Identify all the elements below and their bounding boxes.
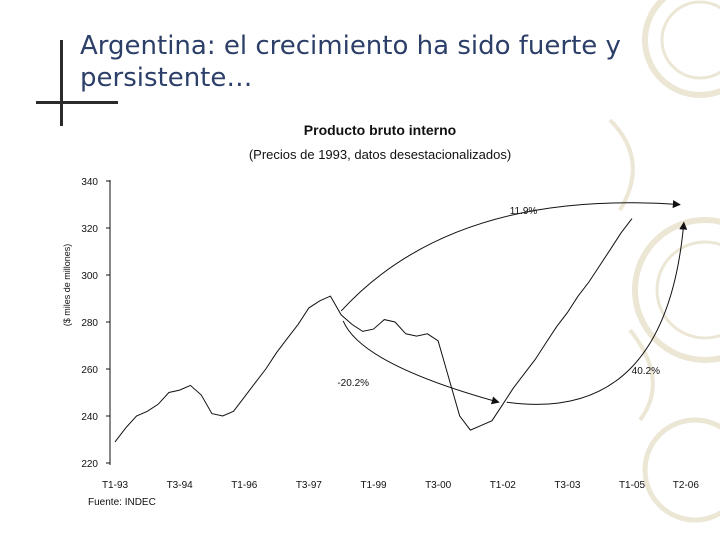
y-axis-label: ($ miles de millones) xyxy=(62,244,72,327)
slide-title: Argentina: el crecimiento ha sido fuerte… xyxy=(80,31,621,93)
series-line xyxy=(114,218,633,443)
x-tick-label: T1-02 xyxy=(490,480,517,491)
x-tick-label: T1-05 xyxy=(619,480,646,491)
chart-subtitle: (Precios de 1993, datos desestacionaliza… xyxy=(248,147,512,162)
x-tick-label: T3-97 xyxy=(296,480,323,491)
x-tick-label: T3-00 xyxy=(425,480,452,491)
title-accent-horizontal xyxy=(36,101,118,104)
y-axis-ticks: 220 240 260 280 300 320 340 xyxy=(81,177,110,470)
x-tick-label: T1-96 xyxy=(231,480,258,491)
y-tick-label: 220 xyxy=(81,459,98,470)
x-tick-label: T3-03 xyxy=(554,480,581,491)
y-tick-label: 340 xyxy=(81,177,98,188)
title-accent-vertical xyxy=(60,40,63,126)
y-tick-label: 320 xyxy=(81,224,98,235)
x-axis-ticks: T1-93 T3-94 T1-96 T3-97 T1-99 T3-00 T1-02 T3-03… xyxy=(102,480,699,491)
arrow-peak-to-trough xyxy=(342,320,500,405)
annotation-label-trough-to-end: 40.2% xyxy=(632,366,660,377)
annotation-label-peak-to-trough: -20.2% xyxy=(337,378,369,389)
y-tick-label: 280 xyxy=(81,318,98,329)
x-tick-label: T3-94 xyxy=(167,480,194,491)
y-tick-label: 300 xyxy=(81,271,98,282)
x-tick-label: T1-93 xyxy=(102,480,129,491)
x-tick-label: T2-06 xyxy=(673,480,700,491)
arrow-peak-to-end xyxy=(340,200,681,312)
chart-title: Producto bruto interno xyxy=(303,122,457,138)
decorative-seal-watermark xyxy=(608,0,720,523)
source-note: Fuente: INDEC xyxy=(88,497,156,508)
annotation-label-peak-to-end: 11.9% xyxy=(510,206,538,217)
arrow-trough-to-end xyxy=(506,221,688,405)
y-tick-label: 240 xyxy=(81,412,98,423)
growth-annotations: 11.9% -20.2% 40.2% xyxy=(337,200,688,405)
y-tick-label: 260 xyxy=(81,365,98,376)
x-tick-label: T1-99 xyxy=(360,480,387,491)
